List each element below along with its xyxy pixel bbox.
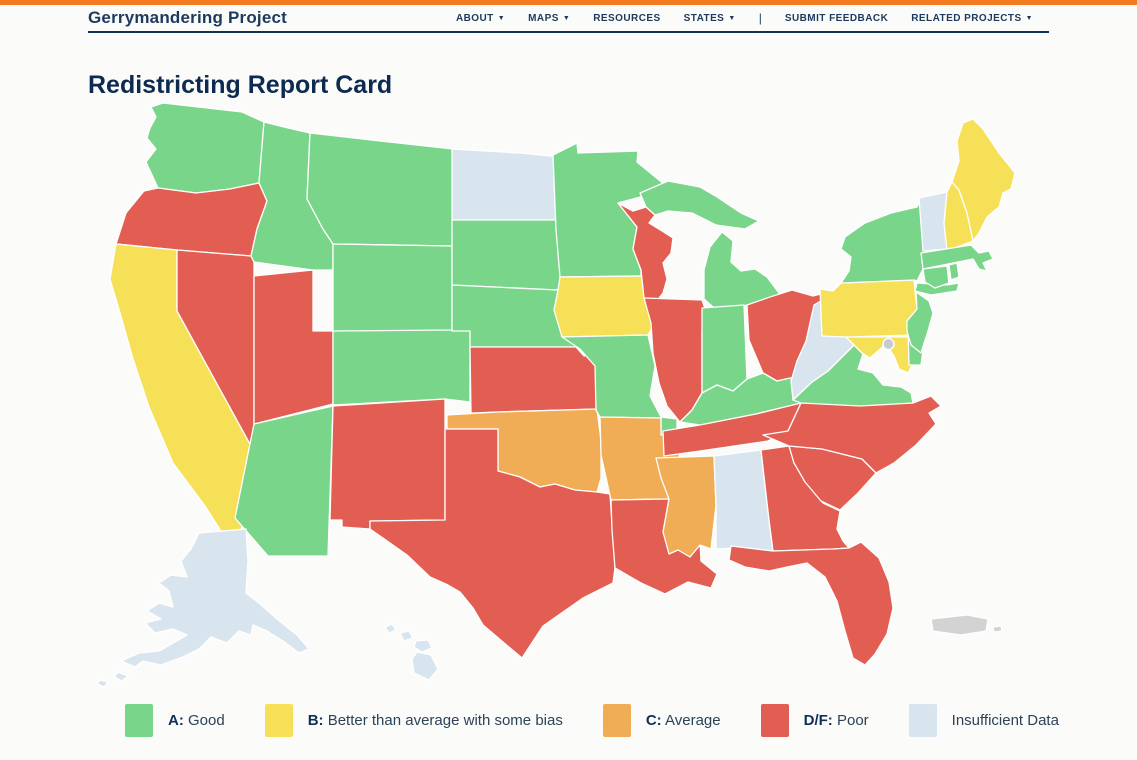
chevron-down-icon: ▼	[1025, 14, 1033, 22]
legend-grade-prefix: D/F:	[803, 712, 833, 729]
page-title: Redistricting Report Card	[88, 70, 393, 99]
nav-item-submit-feedback[interactable]: SUBMIT FEEDBACK	[785, 13, 888, 24]
state-utah[interactable]	[253, 269, 334, 425]
nav-item-label: ABOUT	[455, 12, 494, 24]
state-montana[interactable]	[306, 132, 454, 247]
nav-item-label: RESOURCES	[593, 12, 661, 24]
state-hawaii[interactable]	[384, 623, 439, 681]
us-map-svg	[96, 102, 1016, 688]
legend-grade-text: Poor	[836, 712, 869, 729]
nav-item-label: RELATED PROJECTS	[911, 12, 1022, 24]
legend-label: B: Better than average with some bias	[308, 712, 563, 729]
chevron-down-icon: ▼	[728, 14, 736, 22]
state-north-carolina[interactable]	[762, 395, 942, 474]
chevron-down-icon: ▼	[497, 14, 506, 22]
state-district-of-columbia[interactable]	[882, 337, 895, 351]
state-new-jersey[interactable]	[906, 291, 934, 354]
state-kansas[interactable]	[469, 346, 598, 414]
nav-item-label: STATES	[683, 12, 725, 24]
state-arizona[interactable]	[234, 405, 334, 557]
grade-legend: A: Good B: Better than average with some …	[125, 704, 1059, 737]
legend-item-b: B: Better than average with some bias	[264, 704, 563, 737]
state-maine[interactable]	[951, 118, 1016, 242]
legend-grade-text: Insufficient Data	[951, 712, 1059, 729]
state-wyoming[interactable]	[332, 243, 453, 333]
state-south-dakota[interactable]	[451, 219, 565, 291]
state-north-dakota[interactable]	[451, 148, 563, 221]
state-alaska[interactable]	[96, 528, 310, 688]
legend-item-df: D/F: Poor	[760, 704, 869, 737]
legend-label: Insufficient Data	[952, 712, 1059, 729]
state-colorado[interactable]	[332, 328, 471, 406]
state-new-mexico[interactable]	[329, 398, 446, 530]
us-choropleth-map	[95, 95, 1045, 695]
nav-item-maps[interactable]: MAPS ▼	[528, 13, 570, 24]
main-nav: ABOUT ▼ MAPS ▼ RESOURCES STATES ▼ | SUBMIT FEEDB…	[456, 11, 1033, 25]
state-vermont[interactable]	[918, 191, 948, 252]
state-connecticut[interactable]	[922, 265, 950, 289]
legend-grade-prefix: B:	[307, 712, 324, 729]
legend-swatch-b	[264, 704, 293, 737]
state-washington[interactable]	[145, 102, 265, 194]
state-rhode-island[interactable]	[948, 262, 960, 281]
site-logo-link[interactable]: Gerrymandering Project	[88, 8, 288, 27]
legend-item-c: C: Average	[602, 704, 721, 737]
legend-swatch-c	[602, 704, 631, 737]
legend-item-a: A: Good	[125, 704, 225, 737]
legend-grade-prefix: A:	[168, 712, 184, 729]
state-florida[interactable]	[728, 541, 894, 666]
accent-top-bar	[0, 0, 1137, 5]
nav-item-related-projects[interactable]: RELATED PROJECTS ▼	[911, 13, 1033, 24]
state-indiana[interactable]	[701, 304, 748, 394]
legend-label: A: Good	[168, 712, 225, 729]
legend-grade-text: Good	[188, 712, 225, 729]
legend-grade-text: Better than average with some bias	[327, 712, 563, 729]
nav-item-states[interactable]: STATES ▼	[684, 13, 736, 24]
site-header: Gerrymandering Project ABOUT ▼ MAPS ▼ RESOUR…	[88, 5, 1049, 33]
nav-item-label: MAPS	[528, 12, 559, 24]
state-puerto-rico[interactable]	[930, 614, 1003, 636]
legend-label: C: Average	[646, 712, 721, 729]
legend-item-id: Insufficient Data	[908, 704, 1059, 737]
nav-item-resources[interactable]: RESOURCES	[593, 13, 660, 24]
legend-grade-text: Average	[665, 712, 721, 729]
legend-swatch-id	[908, 704, 937, 737]
nav-divider: |	[758, 11, 762, 25]
state-massachusetts[interactable]	[920, 244, 994, 272]
nav-item-label: SUBMIT FEEDBACK	[784, 12, 889, 24]
legend-swatch-a	[125, 704, 153, 737]
legend-swatch-df	[760, 704, 789, 737]
nav-item-about[interactable]: ABOUT ▼	[456, 13, 505, 24]
legend-grade-prefix: C:	[645, 712, 662, 729]
legend-label: D/F: Poor	[804, 712, 869, 729]
state-oregon[interactable]	[115, 182, 268, 257]
state-texas[interactable]	[369, 428, 616, 659]
state-pennsylvania[interactable]	[819, 279, 918, 338]
chevron-down-icon: ▼	[562, 14, 571, 22]
